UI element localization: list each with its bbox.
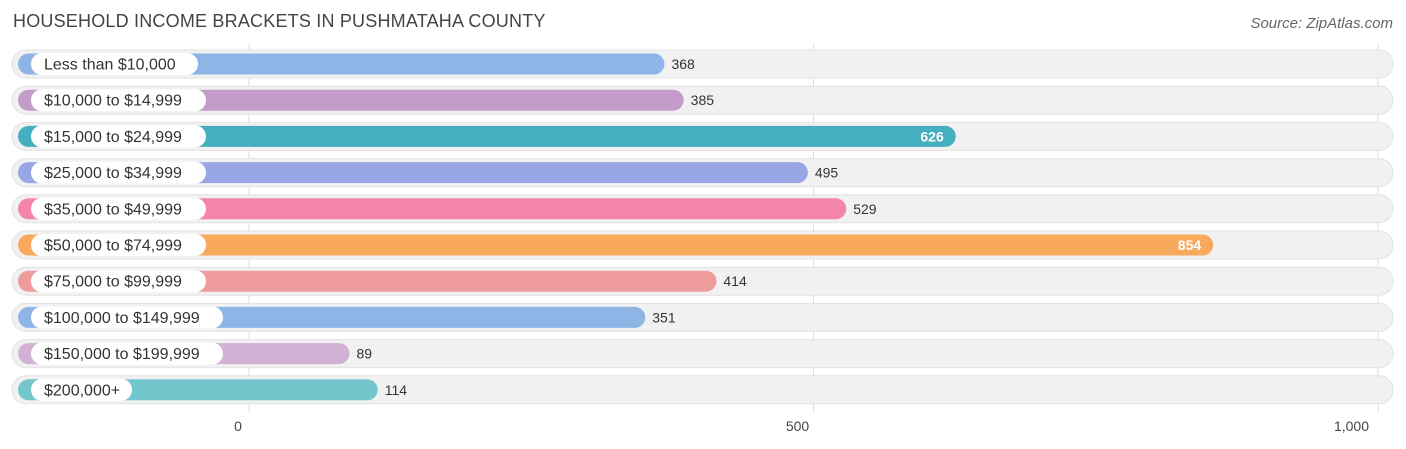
category-label-pill bbox=[31, 161, 206, 184]
value-label: 114 bbox=[385, 382, 408, 398]
category-label-pill bbox=[31, 270, 206, 293]
category-label: $35,000 to $49,999 bbox=[44, 201, 182, 218]
row-track bbox=[11, 339, 1394, 369]
category-label: Less than $10,000 bbox=[44, 57, 176, 74]
category-label: $15,000 to $24,999 bbox=[44, 129, 182, 146]
value-label: 89 bbox=[356, 346, 372, 362]
category-label-pill bbox=[31, 53, 198, 75]
category-label-pill bbox=[31, 89, 206, 112]
bar bbox=[18, 234, 1214, 256]
category-label: $75,000 to $99,999 bbox=[44, 274, 182, 291]
category-label: $200,000+ bbox=[44, 382, 120, 399]
value-label: 414 bbox=[723, 273, 747, 289]
x-tick-label: 1,000 bbox=[1334, 418, 1369, 434]
category-label: $10,000 to $14,999 bbox=[44, 93, 182, 110]
value-label: 854 bbox=[1178, 237, 1202, 253]
category-label-pill bbox=[31, 125, 206, 148]
bar bbox=[18, 198, 847, 220]
bar bbox=[18, 162, 808, 184]
category-label-pill bbox=[31, 197, 206, 220]
chart-title: HOUSEHOLD INCOME BRACKETS IN PUSHMATAHA … bbox=[13, 11, 546, 31]
category-label: $100,000 to $149,999 bbox=[44, 310, 200, 327]
category-label: $25,000 to $34,999 bbox=[44, 165, 182, 182]
category-label-pill bbox=[31, 234, 206, 256]
category-label-pill bbox=[31, 378, 132, 401]
x-tick-label: 0 bbox=[234, 418, 242, 434]
value-label: 351 bbox=[652, 309, 676, 325]
category-label: $150,000 to $199,999 bbox=[44, 346, 200, 363]
value-label: 626 bbox=[920, 128, 944, 144]
value-label: 368 bbox=[671, 56, 695, 72]
source-note: Source: ZipAtlas.com bbox=[1250, 15, 1393, 32]
category-label-pill bbox=[31, 306, 223, 329]
value-label: 495 bbox=[815, 165, 839, 181]
value-label: 385 bbox=[691, 92, 715, 108]
category-label: $50,000 to $74,999 bbox=[44, 238, 182, 255]
category-label-pill bbox=[31, 342, 223, 365]
value-label: 529 bbox=[853, 201, 877, 217]
x-tick-label: 500 bbox=[786, 418, 810, 434]
bar bbox=[18, 125, 956, 147]
